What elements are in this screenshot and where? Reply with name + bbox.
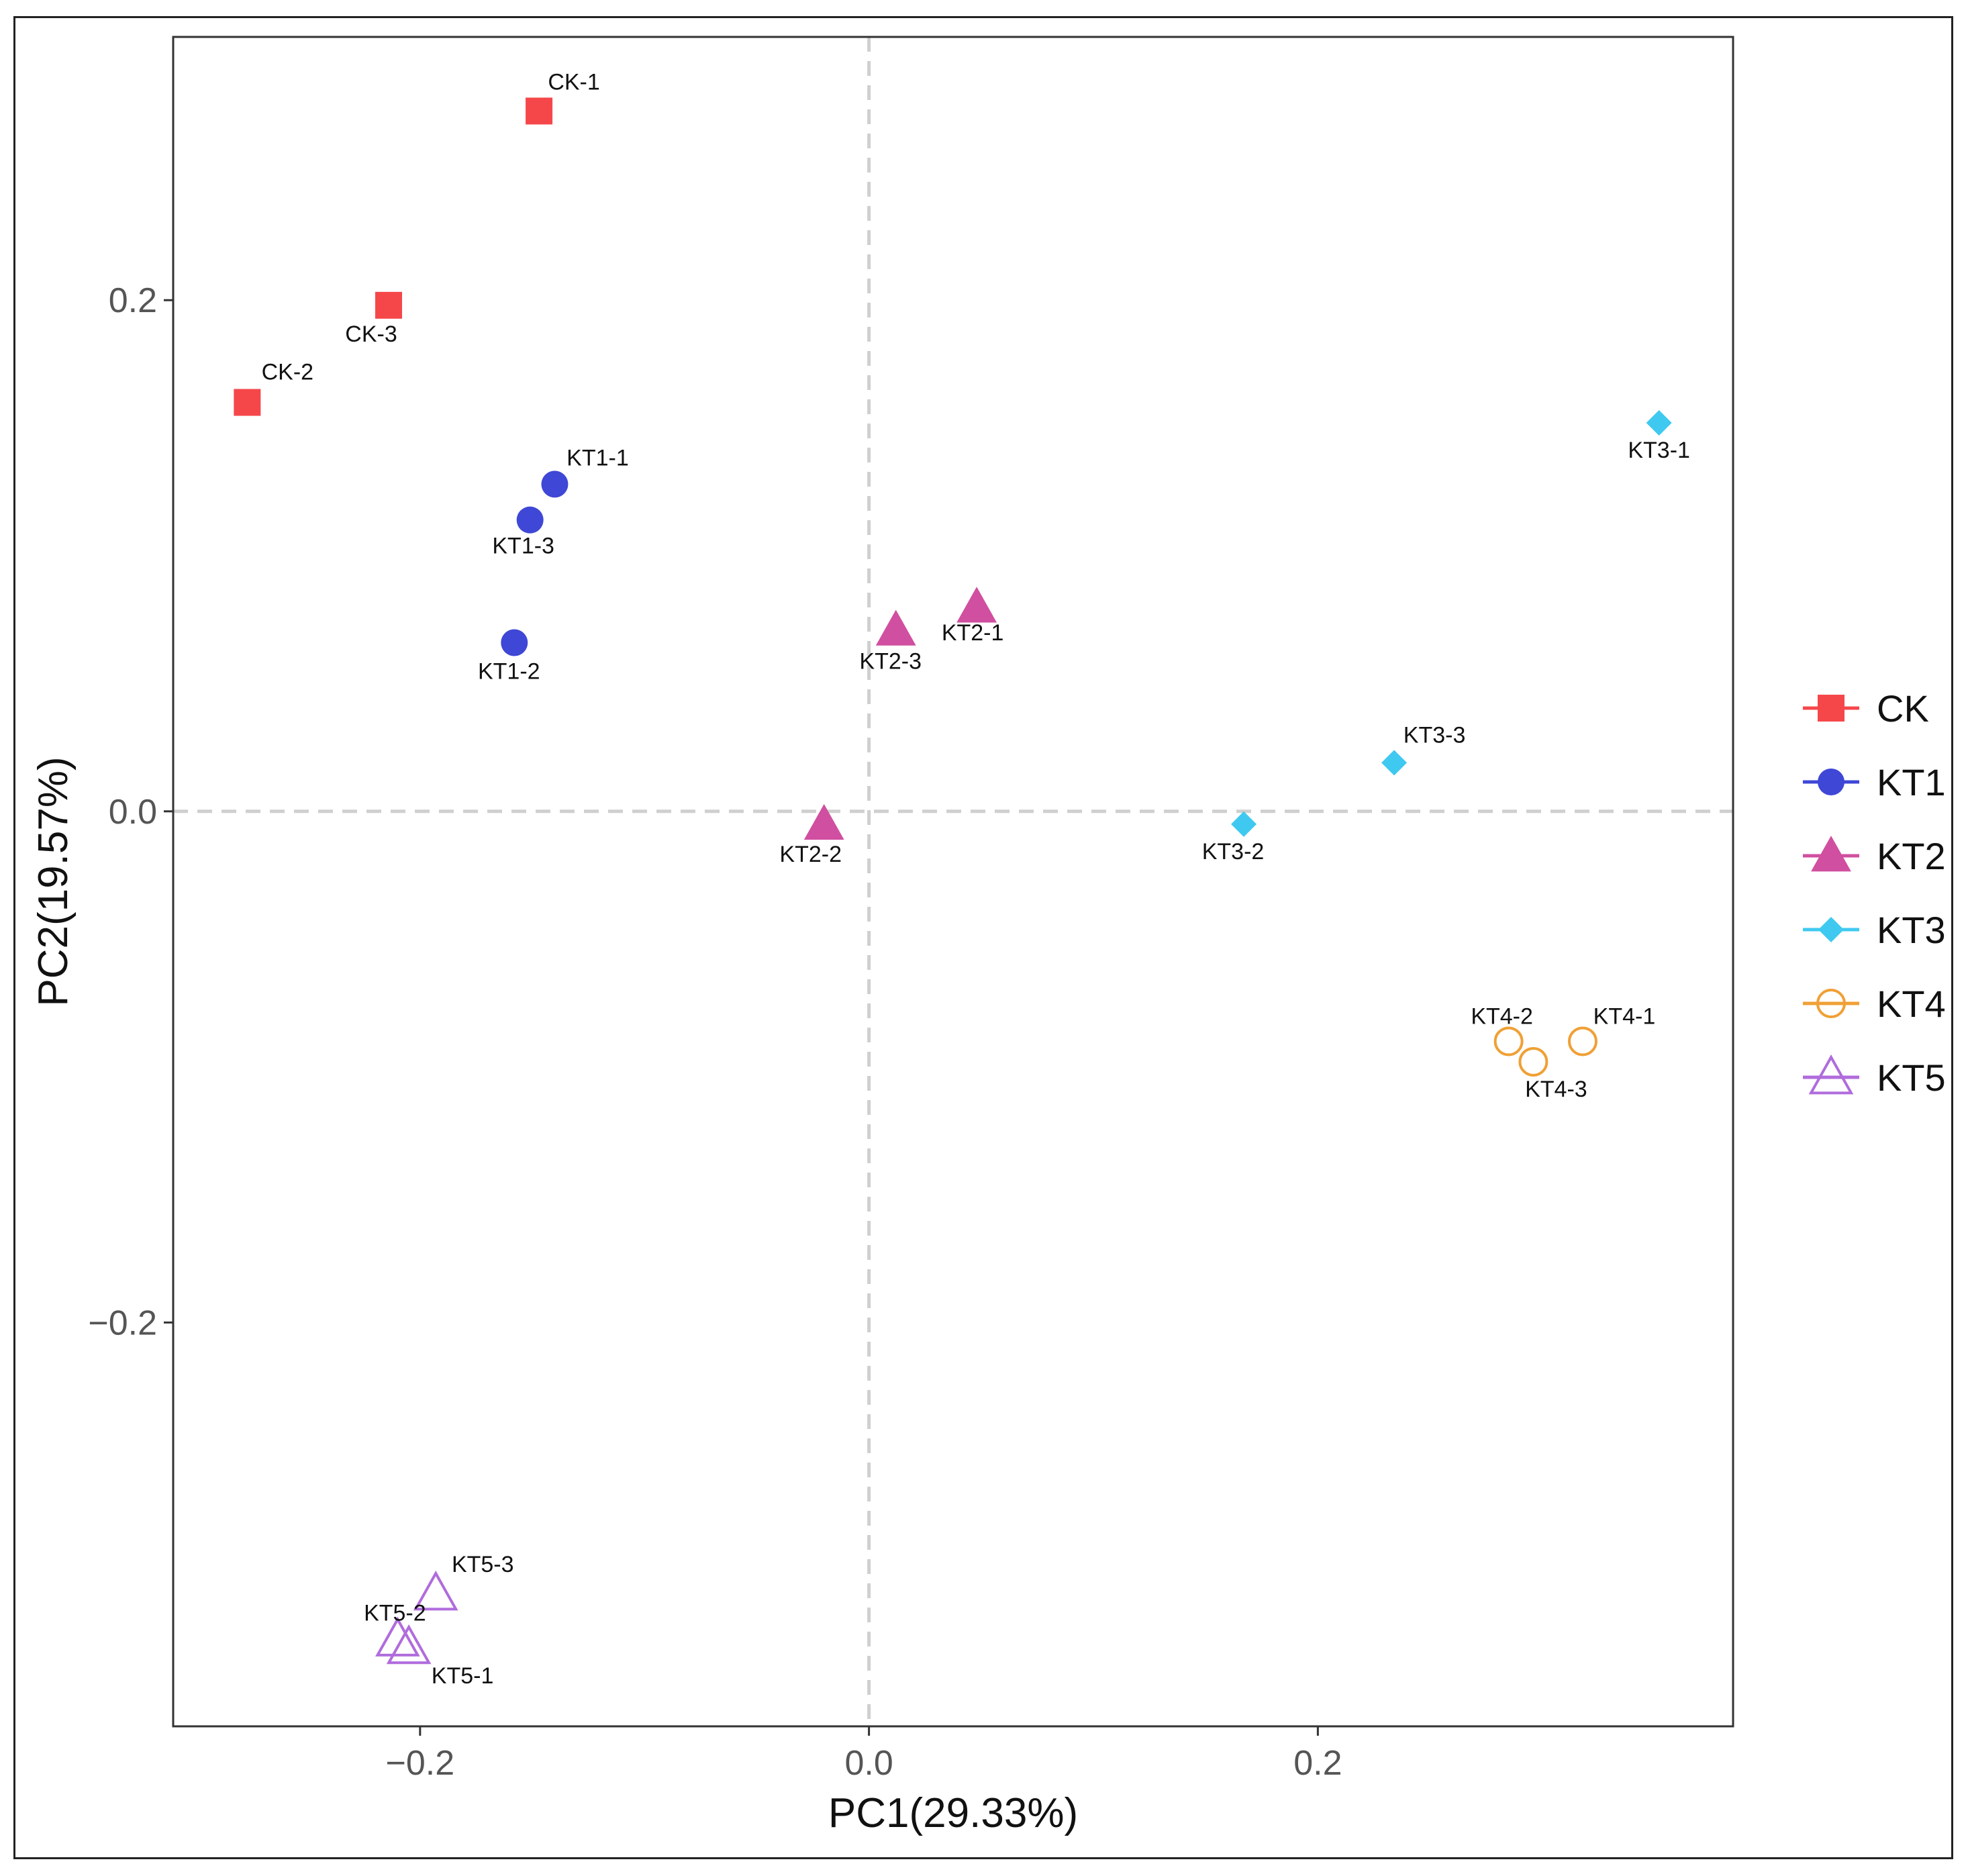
legend-label: KT4	[1877, 983, 1946, 1025]
point-kt1-1	[541, 471, 569, 498]
point-label-kt5-1: KT5-1	[432, 1663, 494, 1689]
y-tick-label: −0.2	[88, 1303, 157, 1342]
point-kt4-3	[1518, 1046, 1548, 1077]
point-kt3-1	[1646, 409, 1672, 436]
point-label-kt3-3: KT3-3	[1404, 722, 1466, 748]
point-label-kt5-2: KT5-2	[364, 1601, 426, 1626]
point-label-kt5-3: KT5-3	[452, 1552, 514, 1577]
x-tick-label: −0.2	[385, 1744, 454, 1783]
y-tick-label: 0.0	[109, 793, 157, 832]
point-ck-1	[526, 97, 553, 125]
x-axis-ticks: −0.2 0.0 0.2	[385, 1726, 1342, 1783]
point-label-kt2-3: KT2-3	[859, 648, 922, 674]
point-kt1-3	[516, 506, 544, 534]
point-label-kt3-2: KT3-2	[1202, 839, 1265, 865]
points-layer	[234, 97, 1672, 1665]
point-kt2-2	[803, 803, 844, 840]
legend-label: KT5	[1877, 1056, 1946, 1099]
series-kt1	[501, 471, 569, 656]
legend-label: CK	[1877, 687, 1929, 730]
point-kt5-2	[375, 1616, 420, 1657]
point-kt4-1	[1567, 1026, 1597, 1056]
series-kt2	[803, 587, 997, 840]
point-kt2-3	[875, 609, 916, 646]
point-label-kt1-2: KT1-2	[478, 658, 540, 684]
legend-label: KT2	[1877, 835, 1946, 877]
x-tick-label: 0.0	[844, 1744, 893, 1783]
legend-item-kt2: KT2	[1803, 835, 1946, 877]
y-tick-label: 0.2	[109, 281, 157, 320]
point-ck-3	[375, 291, 403, 319]
point-label-ck-1: CK-1	[548, 69, 599, 95]
point-label-kt2-2: KT2-2	[779, 842, 842, 867]
legend-item-ck: CK	[1803, 687, 1929, 730]
series-ck	[234, 97, 553, 416]
legend-key-kt4	[1816, 989, 1846, 1018]
legend-key-ck	[1818, 695, 1844, 722]
point-kt3-3	[1381, 750, 1408, 776]
y-axis-ticks: 0.2 0.0 −0.2	[88, 281, 173, 1342]
point-label-kt3-1: KT3-1	[1628, 438, 1690, 463]
point-kt1-2	[501, 629, 528, 656]
legend-label: KT3	[1877, 909, 1946, 951]
legend-key-kt5	[1808, 1054, 1854, 1095]
legend-key-kt2	[1811, 836, 1851, 872]
figure-frame	[13, 16, 1953, 1859]
series-kt5	[375, 1571, 458, 1665]
point-kt5-3	[413, 1571, 458, 1611]
legend-item-kt5: KT5	[1803, 1054, 1946, 1099]
point-label-kt4-1: KT4-1	[1593, 1003, 1656, 1029]
reference-lines	[173, 37, 1733, 1726]
point-label-ck-2: CK-2	[262, 360, 313, 385]
legend-item-kt4: KT4	[1803, 983, 1946, 1025]
point-label-ck-3: CK-3	[345, 322, 397, 347]
point-label-kt1-1: KT1-1	[567, 445, 629, 471]
point-kt2-1	[956, 587, 997, 623]
point-ck-2	[234, 389, 261, 416]
x-tick-label: 0.2	[1293, 1744, 1342, 1783]
y-axis-title: PC2(19.57%)	[30, 756, 77, 1006]
x-axis-title: PC1(29.33%)	[828, 1790, 1078, 1836]
legend-item-kt3: KT3	[1803, 909, 1946, 951]
point-kt3-2	[1231, 811, 1257, 837]
legend-item-kt1: KT1	[1803, 761, 1946, 803]
legend-key-kt3	[1818, 917, 1844, 942]
point-label-kt1-3: KT1-3	[492, 534, 554, 559]
point-labels-layer: CK-1 CK-2 CK-3 KT1-1 KT1-2 KT1-3 KT2-1 KT2-2 KT2…	[262, 69, 1690, 1689]
series-kt3	[1231, 409, 1672, 837]
point-label-kt4-3: KT4-3	[1525, 1077, 1587, 1102]
point-label-kt4-2: KT4-2	[1471, 1003, 1533, 1029]
point-kt5-1	[386, 1624, 432, 1665]
legend-label: KT1	[1877, 761, 1946, 803]
plot-panel-border	[172, 36, 1734, 1728]
legend: CK KT1 KT2 KT3 KT4 KT5	[1803, 687, 1946, 1099]
legend-key-kt1	[1818, 769, 1844, 795]
series-kt4	[1493, 1026, 1597, 1077]
point-label-kt2-1: KT2-1	[942, 620, 1004, 646]
point-kt4-2	[1493, 1026, 1524, 1056]
